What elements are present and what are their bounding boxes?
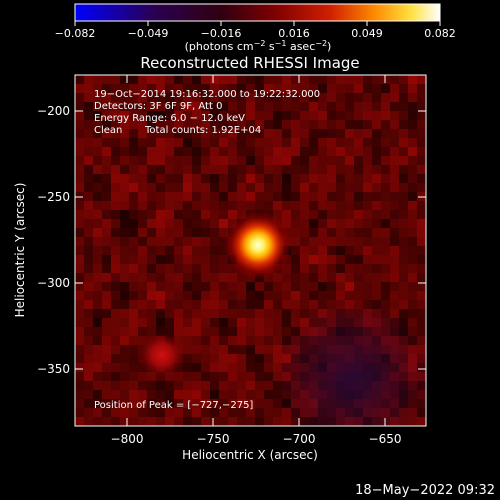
x-tick-label: −650 [369, 432, 402, 446]
energy-range: Energy Range: 6.0 − 12.0 keV [94, 113, 245, 124]
colorbar-tick: −0.049 [128, 27, 169, 40]
colorbar-tick: −0.016 [201, 27, 242, 40]
y-tick-label: −350 [37, 362, 70, 376]
colorbar-units: (photons cm−2 s−1 asec−2) [185, 39, 332, 53]
total-counts: Total counts: 1.92E+04 [144, 125, 261, 136]
plot-title: Reconstructed RHESSI Image [140, 54, 359, 72]
axis-ticks [75, 75, 426, 426]
x-axis-label: Heliocentric X (arcsec) [182, 448, 318, 462]
detectors: Detectors: 3F 6F 9F, Att 0 [94, 101, 222, 112]
peak-position: Position of Peak = [−727,−275] [94, 400, 253, 411]
colorbar-tick: 0.082 [424, 27, 456, 40]
colorbar-tick: 0.049 [351, 27, 383, 40]
rhessi-image [75, 75, 426, 426]
colorbar-tick: −0.082 [55, 27, 96, 40]
colorbar: −0.082 −0.049 −0.016 0.016 0.049 0.082 (… [55, 3, 456, 53]
x-tick-label: −800 [111, 432, 144, 446]
x-tick-label: −700 [283, 432, 316, 446]
observation-info: 19−Oct−2014 19:16:32.000 to 19:22:32.000… [94, 89, 320, 136]
x-tick-label: −750 [197, 432, 230, 446]
peak-source [224, 211, 292, 279]
y-tick-label: −200 [37, 104, 70, 118]
plot-frame [74, 74, 427, 427]
y-tick-label: −300 [37, 276, 70, 290]
timestamp: 18−May−2022 09:32 [355, 483, 495, 498]
colorbar-tick: 0.016 [278, 27, 310, 40]
algorithm: Clean [94, 125, 122, 136]
y-tick-label: −250 [37, 190, 70, 204]
secondary-source [140, 333, 184, 377]
time-range: 19−Oct−2014 19:16:32.000 to 19:22:32.000 [94, 89, 320, 100]
y-axis-label: Heliocentric Y (arcsec) [13, 183, 27, 318]
colorbar-gradient [74, 3, 441, 22]
